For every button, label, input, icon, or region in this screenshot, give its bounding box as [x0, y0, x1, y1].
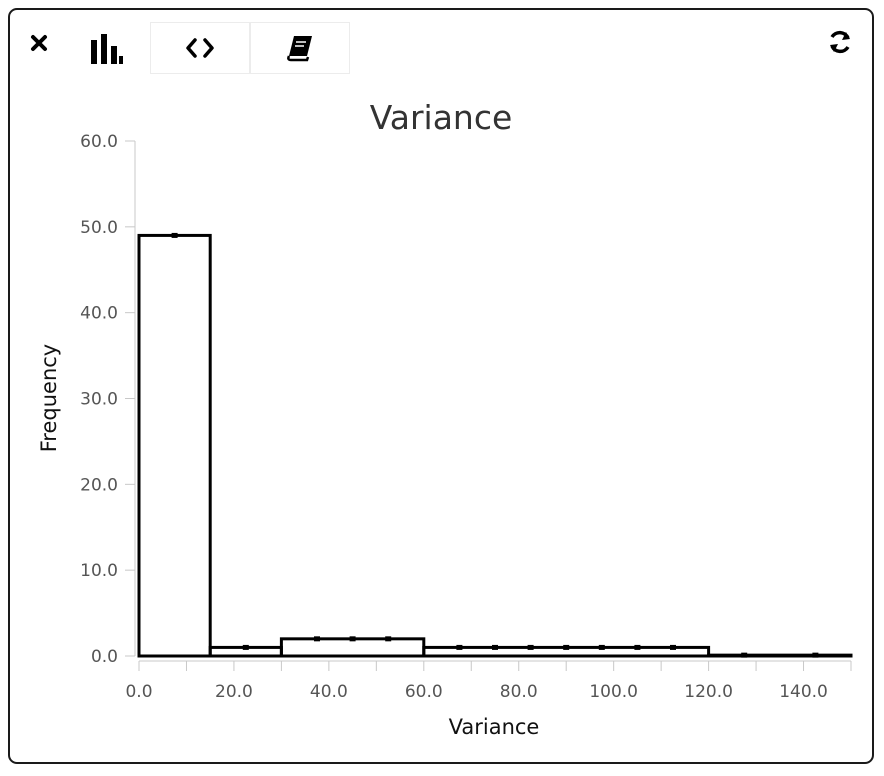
- tab-docs[interactable]: [250, 22, 350, 74]
- tab-histogram[interactable]: [62, 22, 150, 74]
- bar-chart-icon: [91, 34, 123, 64]
- tab-code[interactable]: [150, 22, 250, 74]
- code-icon: [186, 38, 214, 58]
- histogram-panel: [8, 8, 874, 764]
- close-icon: [31, 35, 47, 51]
- refresh-button[interactable]: [826, 28, 854, 56]
- close-button[interactable]: [28, 32, 50, 54]
- refresh-icon: [830, 30, 850, 54]
- book-icon: [287, 36, 312, 62]
